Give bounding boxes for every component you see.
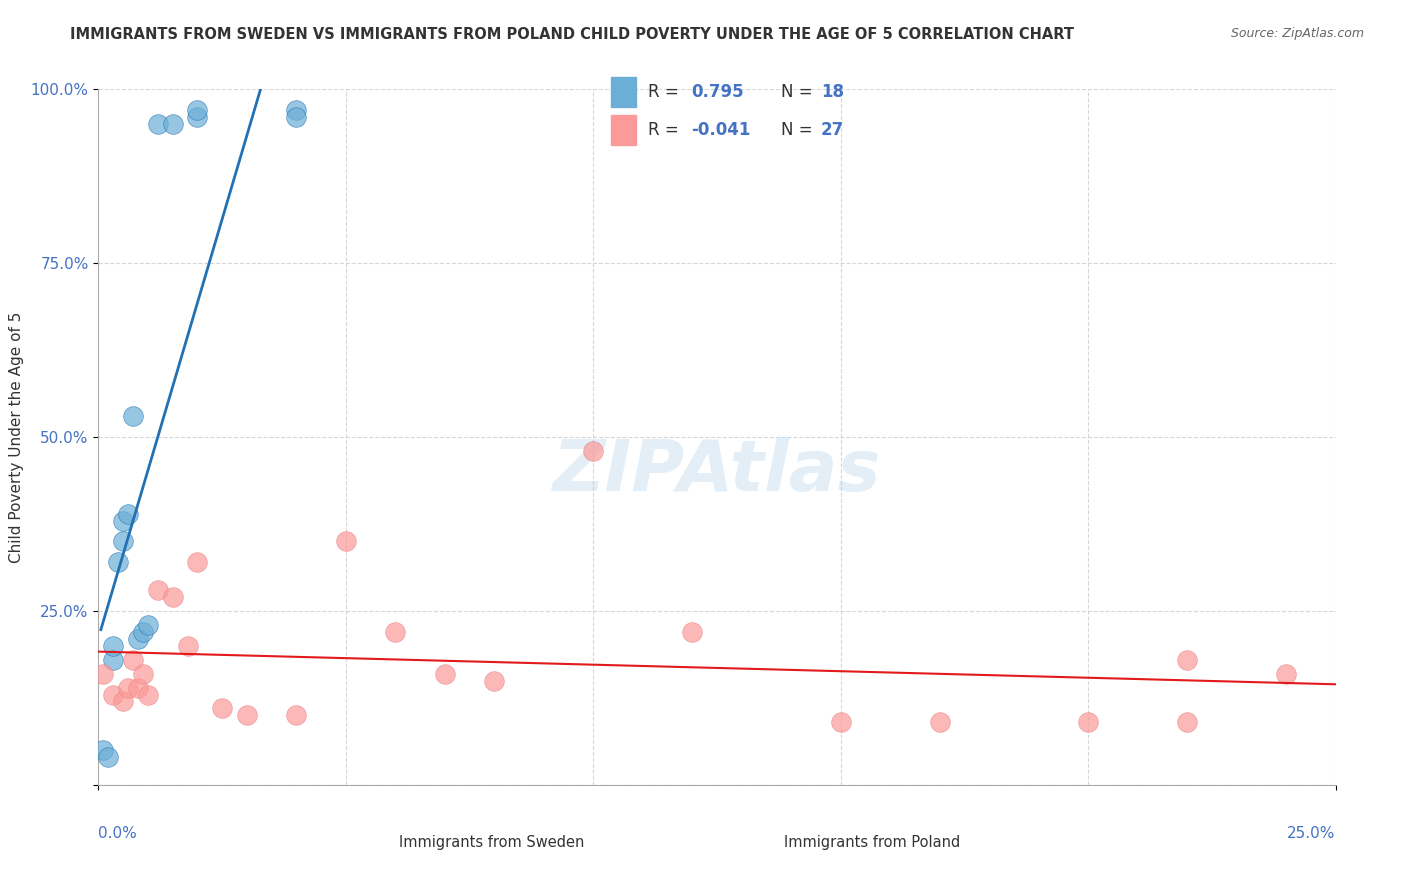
- Y-axis label: Child Poverty Under the Age of 5: Child Poverty Under the Age of 5: [8, 311, 24, 563]
- Point: [582, 444, 605, 458]
- Point: [112, 534, 135, 549]
- Text: 0.795: 0.795: [692, 83, 744, 101]
- Point: [285, 708, 308, 723]
- Point: [103, 639, 125, 653]
- Point: [1175, 715, 1198, 730]
- Point: [136, 688, 159, 702]
- Point: [107, 555, 129, 569]
- Point: [236, 708, 259, 723]
- Point: [176, 639, 198, 653]
- Point: [132, 624, 155, 639]
- Point: [146, 583, 169, 598]
- Point: [146, 117, 169, 131]
- Text: 18: 18: [821, 83, 844, 101]
- Point: [433, 666, 456, 681]
- Point: [127, 632, 149, 646]
- Text: Immigrants from Poland: Immigrants from Poland: [783, 836, 960, 850]
- Point: [681, 624, 703, 639]
- Point: [384, 624, 406, 639]
- Point: [136, 618, 159, 632]
- Bar: [610, 115, 636, 145]
- Point: [127, 681, 149, 695]
- Point: [335, 534, 357, 549]
- Text: Immigrants from Sweden: Immigrants from Sweden: [399, 836, 585, 850]
- Text: Source: ZipAtlas.com: Source: ZipAtlas.com: [1230, 27, 1364, 40]
- Text: IMMIGRANTS FROM SWEDEN VS IMMIGRANTS FROM POLAND CHILD POVERTY UNDER THE AGE OF : IMMIGRANTS FROM SWEDEN VS IMMIGRANTS FRO…: [70, 27, 1074, 42]
- Text: N =: N =: [780, 83, 818, 101]
- Point: [103, 653, 125, 667]
- Point: [830, 715, 852, 730]
- Text: R =: R =: [648, 83, 683, 101]
- Point: [1275, 666, 1298, 681]
- Text: N =: N =: [780, 121, 818, 139]
- Point: [93, 743, 115, 757]
- Point: [484, 673, 506, 688]
- Point: [112, 694, 135, 708]
- Point: [122, 409, 145, 424]
- Text: 25.0%: 25.0%: [1288, 827, 1336, 841]
- Point: [117, 507, 139, 521]
- Point: [1175, 653, 1198, 667]
- Point: [97, 750, 120, 764]
- Point: [122, 653, 145, 667]
- Point: [1077, 715, 1099, 730]
- Point: [186, 103, 208, 117]
- Point: [186, 110, 208, 124]
- Point: [162, 590, 184, 604]
- Text: ZIPAtlas: ZIPAtlas: [553, 437, 882, 507]
- Point: [285, 103, 308, 117]
- Point: [93, 666, 115, 681]
- Point: [285, 110, 308, 124]
- Bar: [610, 77, 636, 108]
- Point: [103, 688, 125, 702]
- Point: [162, 117, 184, 131]
- Text: 0.0%: 0.0%: [98, 827, 138, 841]
- Point: [928, 715, 950, 730]
- Text: R =: R =: [648, 121, 683, 139]
- Text: -0.041: -0.041: [692, 121, 751, 139]
- Point: [117, 681, 139, 695]
- Point: [211, 701, 233, 715]
- Point: [132, 666, 155, 681]
- Point: [112, 514, 135, 528]
- Point: [186, 555, 208, 569]
- Text: 27: 27: [821, 121, 845, 139]
